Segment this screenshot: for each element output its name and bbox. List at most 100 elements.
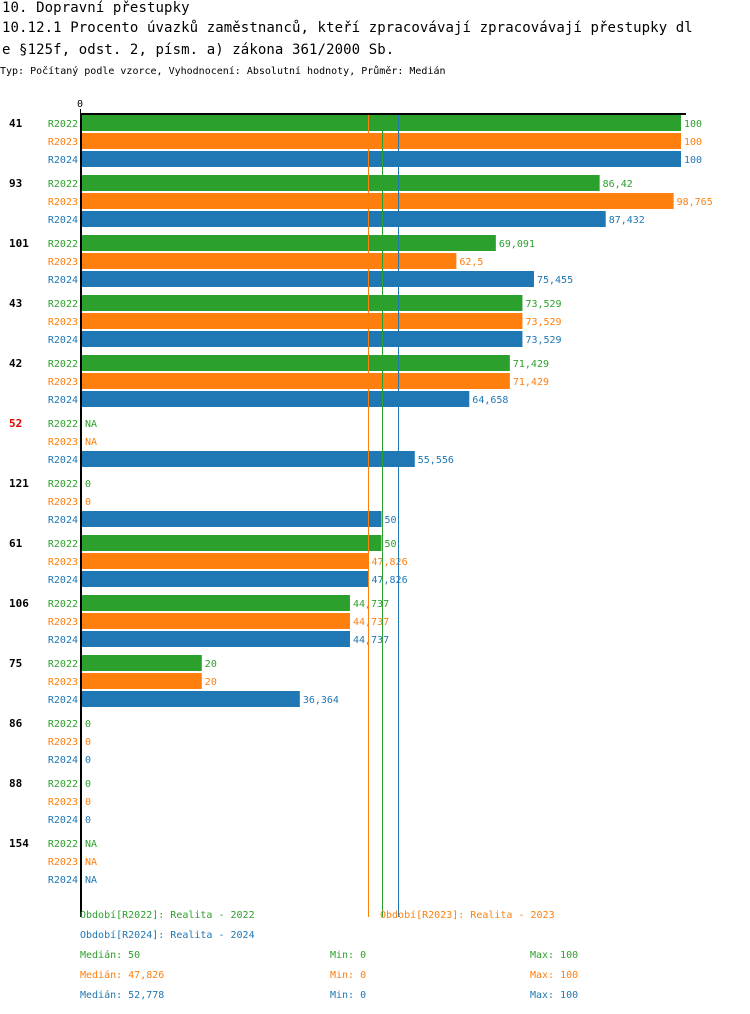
bar — [82, 295, 523, 311]
legend-max-r2024: Max: 100 — [530, 990, 579, 1001]
data-label: 0 — [85, 497, 91, 508]
bar — [82, 511, 382, 527]
series-label: R2023 — [48, 137, 78, 148]
data-label: NA — [85, 437, 97, 448]
legend-period-r2022: Období[R2022]: Realita - 2022 — [80, 910, 255, 921]
bar — [82, 211, 606, 227]
data-label: 71,429 — [513, 359, 549, 370]
data-label: 0 — [85, 815, 91, 826]
chart-title-line-1: 10.12.1 Procento úvazků zaměstnanců, kte… — [2, 20, 693, 36]
data-label: 73,529 — [525, 317, 561, 328]
data-label: 0 — [85, 779, 91, 790]
bar — [82, 595, 350, 611]
series-label: R2022 — [48, 239, 78, 250]
chart-meta: Typ: Počítaný podle vzorce, Vyhodnocení:… — [0, 66, 446, 77]
bar — [82, 613, 350, 629]
category-label: 154 — [9, 837, 29, 850]
category-label: 75 — [9, 657, 22, 670]
data-label: NA — [85, 875, 97, 886]
series-label: R2024 — [48, 695, 78, 706]
series-label: R2022 — [48, 599, 78, 610]
series-label: R2024 — [48, 395, 78, 406]
series-label: R2023 — [48, 737, 78, 748]
data-label: 73,529 — [525, 335, 561, 346]
data-label: NA — [85, 419, 97, 430]
category-label: 52 — [9, 417, 22, 430]
bar — [82, 655, 202, 671]
data-label: 0 — [85, 737, 91, 748]
legend-median-r2023: Medián: 47,826 — [80, 970, 165, 981]
series-label: R2023 — [48, 617, 78, 628]
legend-max-r2023: Max: 100 — [530, 970, 579, 981]
bar — [82, 235, 496, 251]
series-label: R2023 — [48, 257, 78, 268]
bar — [82, 535, 382, 551]
data-label: 0 — [85, 797, 91, 808]
legend-median-r2022: Medián: 50 — [80, 950, 141, 961]
data-label: 69,091 — [499, 239, 535, 250]
series-label: R2022 — [48, 359, 78, 370]
series-label: R2024 — [48, 875, 78, 886]
data-label: 44,737 — [353, 617, 389, 628]
data-label: 98,765 — [677, 197, 713, 208]
data-label: 55,556 — [418, 455, 454, 466]
category-label: 61 — [9, 537, 23, 550]
chart-title-line-2: e §125f, odst. 2, písm. a) zákona 361/20… — [2, 42, 395, 58]
series-label: R2023 — [48, 857, 78, 868]
bar — [82, 193, 674, 209]
series-label: R2023 — [48, 557, 78, 568]
data-label: 73,529 — [525, 299, 561, 310]
data-label: 100 — [684, 119, 702, 130]
series-label: R2022 — [48, 119, 78, 130]
series-label: R2024 — [48, 215, 78, 226]
data-label: 44,737 — [353, 635, 389, 646]
data-label: 47,826 — [371, 575, 407, 586]
category-label: 121 — [9, 477, 29, 490]
series-label: R2024 — [48, 455, 78, 466]
data-label: 47,826 — [371, 557, 407, 568]
category-label: 106 — [9, 597, 29, 610]
data-label: 100 — [684, 137, 702, 148]
bar — [82, 115, 681, 131]
series-label: R2023 — [48, 437, 78, 448]
category-label: 86 — [9, 717, 23, 730]
bar — [82, 673, 202, 689]
legend-period-r2023: Období[R2023]: Realita - 2023 — [380, 910, 555, 921]
series-label: R2022 — [48, 839, 78, 850]
series-label: R2022 — [48, 479, 78, 490]
legend-period-r2024: Období[R2024]: Realita - 2024 — [80, 930, 255, 941]
legend-min-r2023: Min: 0 — [330, 970, 367, 981]
data-label: 0 — [85, 719, 91, 730]
category-label: 43 — [9, 297, 22, 310]
data-label: 86,42 — [603, 179, 633, 190]
data-label: 50 — [385, 539, 397, 550]
series-label: R2024 — [48, 635, 78, 646]
legend-min-r2022: Min: 0 — [330, 950, 367, 961]
page-title: 10. Dopravní přestupky — [2, 0, 190, 16]
data-label: 20 — [205, 659, 217, 670]
bar — [82, 133, 681, 149]
bar — [82, 373, 510, 389]
bar — [82, 331, 523, 347]
data-label: 0 — [85, 755, 91, 766]
legend-max-r2022: Max: 100 — [530, 950, 579, 961]
series-label: R2022 — [48, 659, 78, 670]
category-label: 93 — [9, 177, 22, 190]
series-label: R2023 — [48, 797, 78, 808]
bar — [82, 391, 470, 407]
data-label: 0 — [85, 479, 91, 490]
series-label: R2022 — [48, 419, 78, 430]
data-label: 62,5 — [459, 257, 483, 268]
series-label: R2023 — [48, 317, 78, 328]
series-label: R2022 — [48, 719, 78, 730]
series-label: R2022 — [48, 539, 78, 550]
data-label: NA — [85, 839, 97, 850]
data-label: NA — [85, 857, 97, 868]
series-label: R2024 — [48, 335, 78, 346]
series-label: R2024 — [48, 275, 78, 286]
category-label: 101 — [9, 237, 29, 250]
data-label: 71,429 — [513, 377, 549, 388]
bar — [82, 313, 523, 329]
data-label: 64,658 — [472, 395, 508, 406]
